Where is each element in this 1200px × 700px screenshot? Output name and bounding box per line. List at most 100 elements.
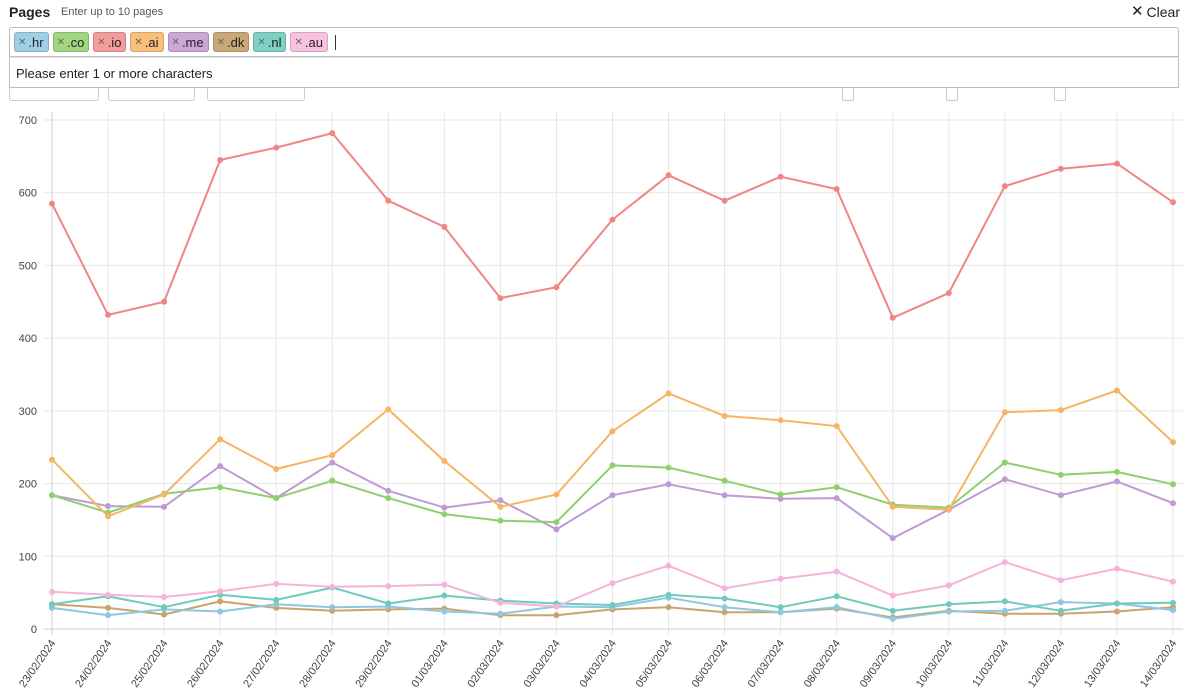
data-point[interactable] — [889, 615, 896, 622]
data-point[interactable] — [945, 290, 952, 297]
data-point[interactable] — [1057, 165, 1064, 172]
data-point[interactable] — [945, 582, 952, 589]
data-point[interactable] — [1113, 160, 1120, 167]
data-point[interactable] — [217, 436, 224, 443]
remove-icon[interactable]: ✕ — [18, 36, 27, 48]
data-point[interactable] — [441, 223, 448, 230]
data-point[interactable] — [497, 295, 504, 302]
data-point[interactable] — [665, 390, 672, 397]
data-point[interactable] — [1001, 598, 1008, 605]
clear-button[interactable]: ✕ Clear — [1131, 4, 1180, 20]
data-point[interactable] — [609, 492, 616, 499]
data-point[interactable] — [217, 608, 224, 615]
remove-icon[interactable]: ✕ — [171, 36, 180, 48]
data-point[interactable] — [945, 506, 952, 513]
data-point[interactable] — [273, 596, 280, 603]
show-values-checkbox[interactable] — [842, 88, 854, 101]
data-point[interactable] — [105, 513, 112, 520]
data-point[interactable] — [1113, 608, 1120, 615]
data-point[interactable] — [665, 591, 672, 598]
data-point[interactable] — [329, 130, 336, 137]
data-point[interactable] — [1057, 607, 1064, 614]
data-point[interactable] — [1001, 459, 1008, 466]
data-point[interactable] — [609, 462, 616, 469]
remove-icon[interactable]: ✕ — [56, 36, 65, 48]
data-point[interactable] — [161, 491, 168, 498]
data-point[interactable] — [217, 598, 224, 605]
data-point[interactable] — [329, 477, 336, 484]
data-point[interactable] — [161, 298, 168, 305]
data-point[interactable] — [49, 588, 55, 595]
data-point[interactable] — [1001, 183, 1008, 190]
data-point[interactable] — [553, 612, 560, 619]
data-point[interactable] — [497, 599, 504, 606]
data-point[interactable] — [721, 585, 728, 592]
data-point[interactable] — [889, 314, 896, 321]
data-point[interactable] — [1170, 599, 1176, 606]
data-point[interactable] — [217, 484, 224, 491]
data-point[interactable] — [49, 200, 55, 207]
data-point[interactable] — [833, 186, 840, 193]
data-point[interactable] — [217, 463, 224, 470]
data-point[interactable] — [441, 511, 448, 518]
data-point[interactable] — [1113, 565, 1120, 572]
data-point[interactable] — [833, 484, 840, 491]
data-point[interactable] — [721, 604, 728, 611]
data-point[interactable] — [553, 284, 560, 291]
remove-icon[interactable]: ✕ — [97, 36, 106, 48]
tag-me[interactable]: ✕ .me — [167, 32, 209, 52]
data-point[interactable] — [497, 503, 504, 510]
download-button[interactable] — [207, 88, 305, 101]
tag-au[interactable]: ✕ .au — [290, 32, 328, 52]
data-point[interactable] — [665, 481, 672, 488]
data-point[interactable] — [329, 583, 336, 590]
data-point[interactable] — [161, 503, 168, 510]
remove-icon[interactable]: ✕ — [294, 36, 303, 48]
data-point[interactable] — [1170, 500, 1176, 507]
data-point[interactable] — [273, 580, 280, 587]
data-point[interactable] — [441, 458, 448, 465]
data-point[interactable] — [665, 464, 672, 471]
data-point[interactable] — [721, 477, 728, 484]
data-point[interactable] — [273, 495, 280, 502]
data-point[interactable] — [217, 156, 224, 163]
data-point[interactable] — [497, 497, 504, 504]
data-point[interactable] — [609, 216, 616, 223]
data-point[interactable] — [385, 487, 392, 494]
data-point[interactable] — [833, 423, 840, 430]
data-point[interactable] — [1170, 607, 1176, 614]
data-point[interactable] — [1113, 478, 1120, 485]
data-point[interactable] — [889, 535, 896, 542]
logarithmic-scale-checkbox[interactable] — [1054, 88, 1066, 101]
data-point[interactable] — [273, 466, 280, 473]
data-point[interactable] — [609, 580, 616, 587]
data-point[interactable] — [553, 491, 560, 498]
data-point[interactable] — [833, 604, 840, 611]
data-point[interactable] — [329, 459, 336, 466]
tag-hr[interactable]: ✕ .hr — [14, 32, 49, 52]
data-point[interactable] — [105, 591, 112, 598]
data-point[interactable] — [1057, 492, 1064, 499]
data-point[interactable] — [161, 604, 168, 611]
data-point[interactable] — [553, 603, 560, 610]
data-point[interactable] — [1057, 471, 1064, 478]
data-point[interactable] — [1113, 600, 1120, 607]
tag-ai[interactable]: ✕ .ai — [130, 32, 164, 52]
data-point[interactable] — [441, 504, 448, 511]
data-point[interactable] — [777, 609, 784, 616]
data-point[interactable] — [777, 604, 784, 611]
data-point[interactable] — [1057, 407, 1064, 414]
data-point[interactable] — [945, 608, 952, 615]
tag-dk[interactable]: ✕ .dk — [212, 32, 250, 52]
data-point[interactable] — [1170, 439, 1176, 446]
data-point[interactable] — [721, 412, 728, 419]
tag-nl[interactable]: ✕ .nl — [253, 32, 287, 52]
data-point[interactable] — [217, 588, 224, 595]
data-point[interactable] — [1001, 476, 1008, 483]
data-point[interactable] — [609, 428, 616, 435]
data-point[interactable] — [273, 601, 280, 608]
data-point[interactable] — [1001, 607, 1008, 614]
data-point[interactable] — [665, 562, 672, 569]
data-point[interactable] — [777, 491, 784, 498]
data-point[interactable] — [385, 197, 392, 204]
